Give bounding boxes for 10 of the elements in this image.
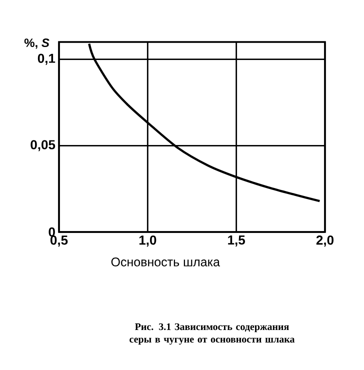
y-tick-label: 0: [48, 227, 55, 237]
y-tick-label: 0,05: [30, 140, 56, 152]
y-axis-title: %, S: [24, 38, 50, 49]
x-tick-label: 1,0: [139, 236, 156, 247]
y-tick-label: 0,1: [38, 54, 56, 65]
x-tick-label: 1,5: [228, 236, 245, 246]
text: Рис. 3.1 Зависимость содержания серы в чугуне от основности шлака: [130, 323, 295, 345]
x-tick-label: 2,0: [316, 236, 334, 247]
x-axis-title: Основность шлака: [111, 258, 220, 266]
x-tick-label: 0,5: [50, 236, 68, 247]
